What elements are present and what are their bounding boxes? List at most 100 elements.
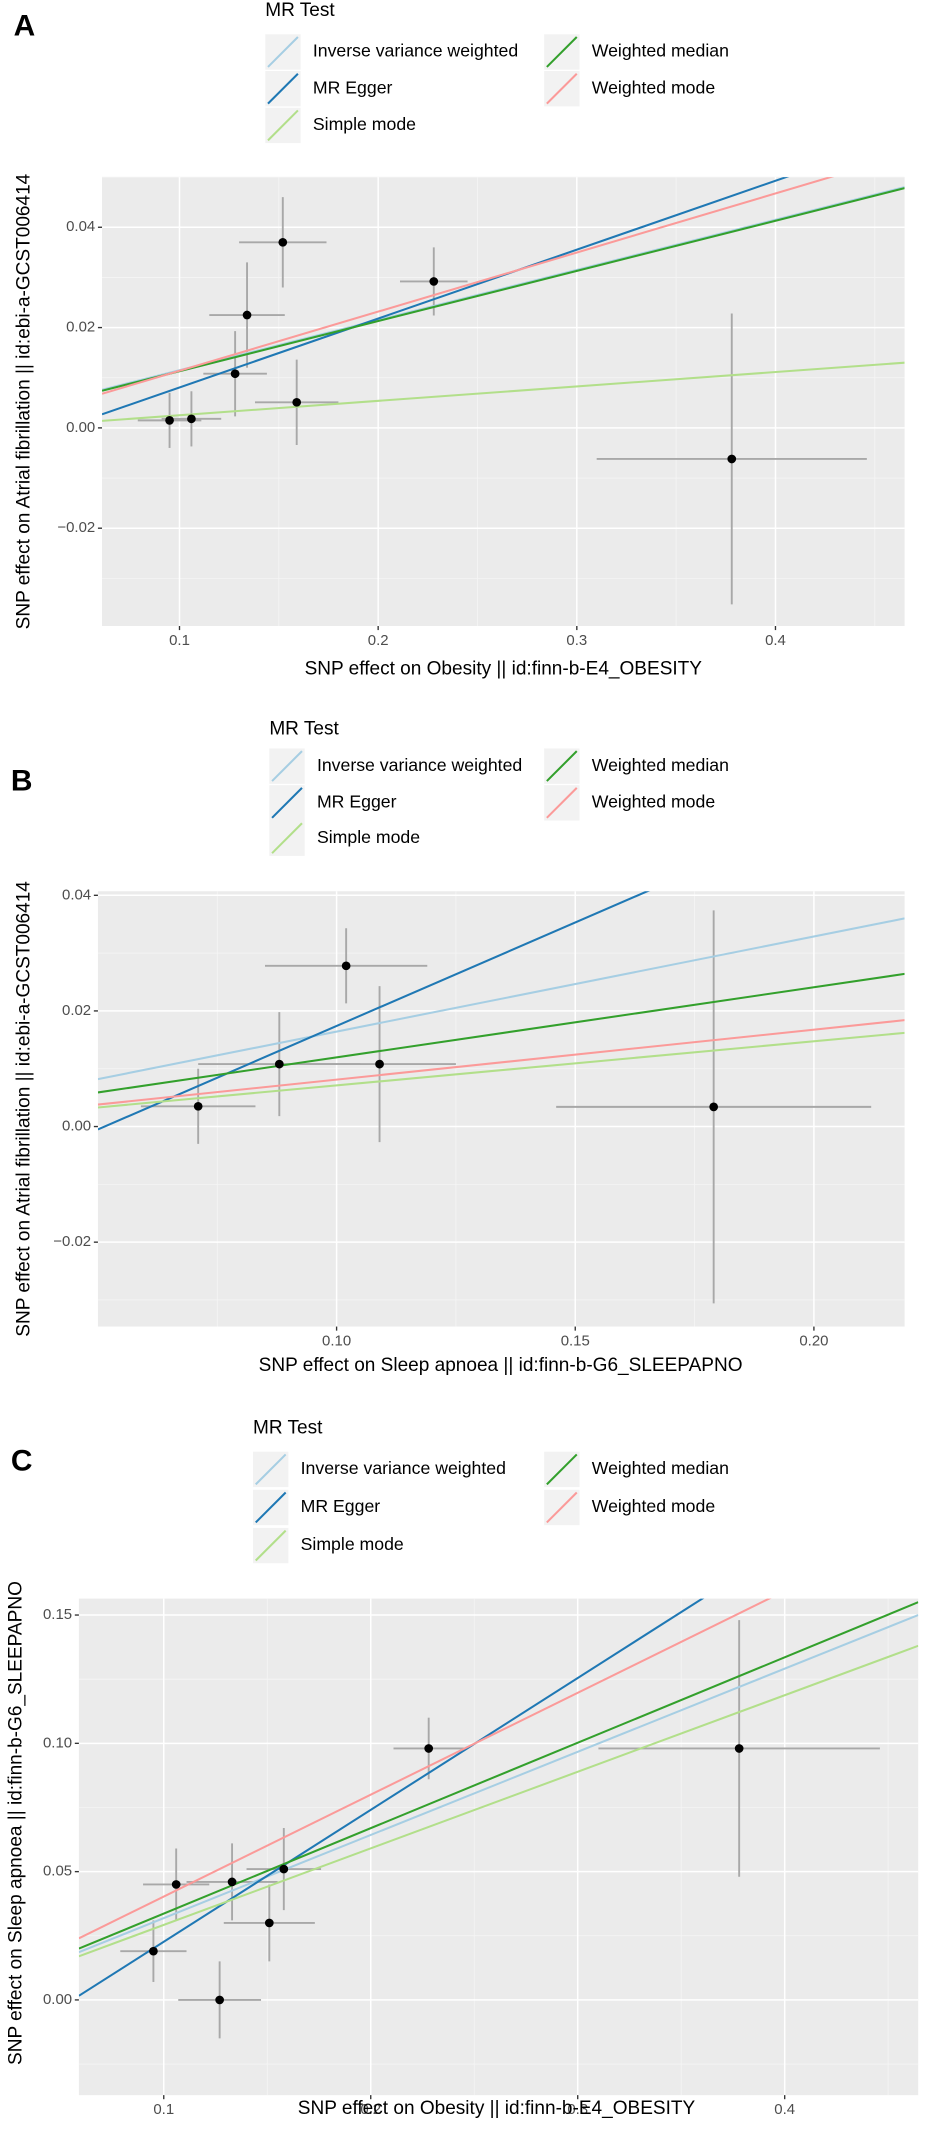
- plot-background: [78, 1598, 919, 2096]
- y-tick-label: 0.15: [43, 1606, 72, 1623]
- plot-background: [97, 891, 905, 1327]
- chart-panel: 0.10 0.15 0.20 −0.02 0.00 0.02 0.04 B SNP effect…: [11, 718, 905, 1376]
- point: [709, 1102, 719, 1112]
- x-tick-label: 0.10: [322, 1332, 351, 1349]
- x-tick-label: 0.4: [765, 632, 786, 649]
- legend-key: [546, 73, 578, 105]
- legend-label: MR Egger: [313, 77, 393, 97]
- legend-label: Inverse variance weighted: [301, 1458, 506, 1478]
- y-axis-label: SNP effect on Atrial fibrillation || id:…: [14, 173, 35, 629]
- legend-key: [267, 109, 299, 142]
- legend-label: Weighted mode: [592, 1496, 716, 1516]
- point: [230, 369, 240, 379]
- legend-label: Simple mode: [317, 827, 420, 847]
- x-axis-label: SNP effect on Obesity || id:finn-b-E4_OB…: [305, 659, 703, 680]
- point: [149, 1946, 158, 1956]
- point: [242, 310, 252, 320]
- legend-key: [255, 1453, 287, 1486]
- legend-label: MR Egger: [317, 792, 397, 812]
- y-tick-label: 0.04: [62, 886, 91, 903]
- y-tick-label: 0.10: [43, 1734, 72, 1751]
- point: [375, 1059, 384, 1069]
- point: [727, 454, 737, 464]
- plot-background: [102, 177, 905, 627]
- mr-line: [102, 361, 905, 422]
- mr-line: [97, 1031, 905, 1109]
- x-tick-label: 0.4: [774, 2101, 795, 2118]
- x-tick-label: 0.1: [169, 632, 190, 649]
- x-tick-label: 0.20: [799, 1332, 828, 1349]
- y-tick-label: 0.05: [43, 1863, 72, 1880]
- panel-label: C: [11, 1444, 33, 1477]
- legend-label: Weighted median: [592, 1458, 729, 1478]
- legend-title: MR Test: [253, 1418, 323, 1439]
- x-tick-label: 0.1: [153, 2101, 174, 2118]
- point: [215, 1995, 224, 2005]
- mr-line: [97, 917, 905, 1081]
- y-tick-label: −0.02: [57, 519, 95, 536]
- mr-line: [78, 1598, 772, 1940]
- legend-label: Weighted median: [592, 41, 729, 61]
- y-tick-label: 0.04: [66, 218, 95, 235]
- legend-key: [546, 1453, 578, 1486]
- point: [341, 961, 351, 971]
- legend-label: MR Egger: [301, 1496, 381, 1516]
- legend-key: [546, 750, 578, 782]
- point: [171, 1880, 181, 1889]
- y-tick-label: 0.02: [62, 1002, 91, 1019]
- point: [227, 1877, 237, 1887]
- panel-label: A: [14, 9, 36, 42]
- point: [274, 1059, 284, 1069]
- mr-line: [78, 1601, 919, 1950]
- x-tick-label: 0.2: [360, 2101, 381, 2118]
- x-tick-label: 0.2: [368, 632, 389, 649]
- legend-label: Inverse variance weighted: [317, 755, 522, 775]
- mr-line: [78, 1598, 705, 1997]
- y-tick-label: 0.00: [62, 1117, 91, 1134]
- legend-key: [255, 1491, 287, 1524]
- mr-line: [97, 1019, 905, 1106]
- point: [292, 397, 302, 407]
- mr-line: [97, 891, 650, 1131]
- point: [734, 1744, 744, 1753]
- legend-title: MR Test: [265, 0, 335, 21]
- point: [264, 1918, 274, 1928]
- x-tick-label: 0.3: [567, 2101, 588, 2118]
- legend-label: Weighted mode: [592, 792, 716, 812]
- mr-line: [102, 187, 905, 392]
- y-tick-label: −0.02: [53, 1233, 91, 1250]
- point: [429, 277, 439, 286]
- legend-key: [546, 1491, 578, 1524]
- point: [424, 1744, 434, 1753]
- legend-key: [546, 36, 578, 68]
- point: [187, 414, 196, 424]
- mr-line: [78, 1644, 919, 1958]
- mr-line: [97, 972, 905, 1094]
- legend-key: [267, 36, 299, 68]
- y-tick-label: 0.02: [66, 319, 95, 336]
- mr-line: [78, 1614, 919, 1954]
- panel-label: B: [11, 764, 33, 797]
- legend-key: [271, 750, 303, 782]
- x-axis-label: SNP effect on Sleep apnoea || id:finn-b-…: [259, 1355, 743, 1376]
- x-tick-label: 0.3: [566, 632, 587, 649]
- legend-key: [271, 787, 303, 819]
- legend-title: MR Test: [269, 718, 339, 739]
- chart-panel: 0.1 0.2 0.3 0.4 −0.02 0.00 0.02 0.04 A SNP effect…: [14, 0, 905, 680]
- legend-key: [267, 73, 299, 105]
- legend-label: Weighted mode: [592, 77, 716, 97]
- point: [165, 416, 174, 425]
- point: [193, 1101, 203, 1111]
- legend-key: [271, 822, 303, 854]
- mr-line: [102, 177, 834, 395]
- chart-panel: 0.1 0.2 0.3 0.4 0.00 0.05 0.10 0.15 C SNP effect …: [5, 1418, 919, 2119]
- legend-label: Weighted median: [592, 755, 729, 775]
- legend-label: Simple mode: [301, 1534, 404, 1554]
- legend-label: Inverse variance weighted: [313, 41, 518, 61]
- legend-key: [546, 787, 578, 819]
- y-tick-label: 0.00: [43, 1991, 72, 2008]
- y-axis-label: SNP effect on Sleep apnoea || id:finn-b-…: [5, 1581, 26, 2065]
- point: [278, 237, 288, 247]
